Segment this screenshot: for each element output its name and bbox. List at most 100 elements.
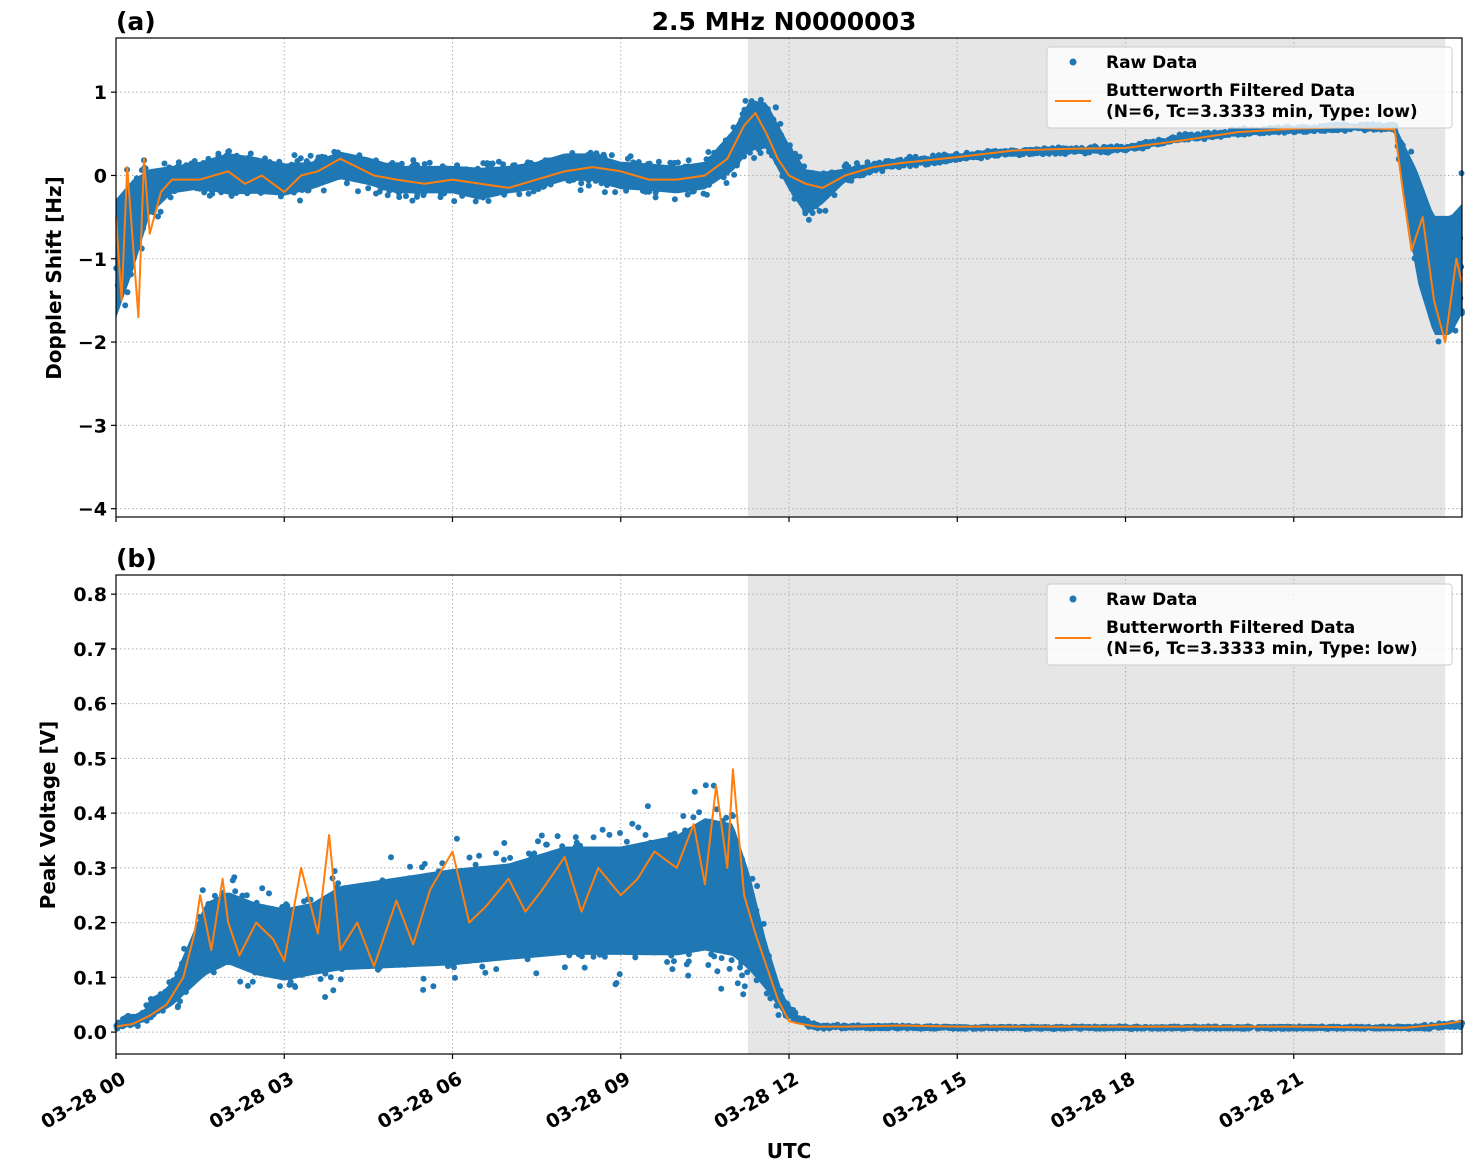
doppler-panel: 1 0 −1 −2 −3 −4 Doppler Shift [Hz] Raw Data B… xyxy=(42,37,1465,522)
raw-data-point xyxy=(327,974,334,981)
raw-data-point xyxy=(243,892,250,899)
raw-data-point xyxy=(705,149,712,155)
raw-data-point xyxy=(376,188,383,195)
raw-data-point xyxy=(124,289,131,296)
raw-data-point xyxy=(685,157,692,164)
raw-data-point xyxy=(157,208,164,215)
raw-data-point xyxy=(623,838,630,845)
raw-data-point xyxy=(702,782,709,789)
raw-data-point xyxy=(421,860,428,867)
figure-title: 2.5 MHz N0000003 xyxy=(652,7,917,36)
y-tick-label: −2 xyxy=(78,332,107,354)
raw-data-point xyxy=(644,803,651,810)
raw-data-point xyxy=(577,187,584,194)
raw-data-point xyxy=(853,160,860,167)
raw-data-point xyxy=(554,833,561,840)
raw-data-point xyxy=(714,968,721,975)
raw-data-point xyxy=(407,863,413,870)
raw-data-point xyxy=(525,190,532,197)
legend-filtered-params: (N=6, Tc=3.3333 min, Type: low) xyxy=(1106,102,1418,122)
raw-data-point xyxy=(741,983,748,990)
raw-data-point xyxy=(757,96,764,103)
raw-data-point xyxy=(410,157,417,164)
panel-label-a: (a) xyxy=(116,7,156,36)
raw-data-point xyxy=(691,788,698,795)
raw-data-point xyxy=(601,189,608,196)
y-tick-label: −1 xyxy=(78,249,107,271)
raw-data-point xyxy=(613,980,620,986)
raw-data-point xyxy=(538,832,545,839)
raw-data-point xyxy=(507,854,514,861)
voltage-panel: 0.00.10.20.30.40.50.60.70.8 03-28 00 03-2… xyxy=(36,574,1465,1134)
raw-data-point xyxy=(816,208,823,214)
raw-data-point xyxy=(493,850,500,857)
raw-data-point xyxy=(664,959,671,965)
legend-filtered-label: Butterworth Filtered Data xyxy=(1106,81,1355,101)
y-tick-label: −3 xyxy=(78,415,107,437)
x-ticks xyxy=(115,517,1295,522)
raw-data-point xyxy=(398,160,405,167)
raw-data-point xyxy=(655,158,662,165)
raw-data-point xyxy=(742,97,749,104)
raw-data-point xyxy=(670,958,677,965)
raw-data-point xyxy=(297,197,303,204)
raw-data-point xyxy=(516,191,523,198)
raw-data-point xyxy=(174,1004,181,1011)
y-tick-label: 0 xyxy=(94,165,107,187)
raw-data-point xyxy=(501,840,508,846)
raw-data-point xyxy=(229,877,236,884)
raw-data-point xyxy=(343,180,350,187)
raw-data-point xyxy=(396,194,403,201)
raw-data-point xyxy=(674,159,681,166)
raw-data-point xyxy=(388,854,394,861)
y-tick-label: 1 xyxy=(94,82,107,104)
raw-data-point xyxy=(533,970,540,977)
panel-label-b: (b) xyxy=(116,544,157,573)
raw-data-point xyxy=(201,189,208,196)
raw-data-point xyxy=(430,983,437,990)
raw-data-point xyxy=(737,964,743,971)
raw-data-point xyxy=(606,831,613,838)
raw-data-point xyxy=(642,832,649,838)
raw-data-point xyxy=(161,160,168,167)
raw-data-point xyxy=(535,838,541,845)
y-axis-label: Doppler Shift [Hz] xyxy=(42,176,66,380)
raw-data-point xyxy=(772,104,779,111)
raw-data-point xyxy=(249,978,256,985)
raw-data-point xyxy=(301,898,307,905)
raw-data-point xyxy=(232,888,239,895)
raw-data-point xyxy=(530,188,537,195)
raw-data-point xyxy=(466,854,473,861)
raw-data-point xyxy=(585,182,592,189)
raw-data-point xyxy=(259,885,266,892)
raw-data-point xyxy=(500,856,507,863)
raw-data-point xyxy=(335,880,342,887)
raw-data-point xyxy=(616,971,623,978)
raw-data-point xyxy=(572,834,579,841)
raw-data-point xyxy=(483,161,490,168)
raw-data-point xyxy=(629,820,636,827)
raw-data-point xyxy=(155,213,161,220)
legend: Raw Data Butterworth Filtered Data (N=6,… xyxy=(1046,46,1453,129)
raw-data-point xyxy=(122,302,129,309)
raw-data-point xyxy=(683,961,690,968)
raw-data-point xyxy=(728,957,735,964)
y-tick-label: −4 xyxy=(78,499,107,521)
raw-data-point xyxy=(1435,338,1442,345)
raw-data-point xyxy=(754,883,761,889)
raw-data-point xyxy=(320,187,327,194)
raw-data-point xyxy=(751,155,758,161)
raw-data-point xyxy=(599,826,606,833)
raw-data-point xyxy=(578,180,585,187)
raw-data-point xyxy=(414,193,420,200)
raw-data-point xyxy=(291,983,298,989)
raw-data-point xyxy=(684,191,691,198)
raw-data-point xyxy=(617,830,623,836)
raw-data-point xyxy=(493,966,500,973)
raw-data-point xyxy=(608,152,615,159)
raw-data-point xyxy=(247,150,254,157)
raw-data-point xyxy=(822,207,829,214)
raw-data-point xyxy=(307,152,314,159)
raw-data-point xyxy=(703,191,710,198)
